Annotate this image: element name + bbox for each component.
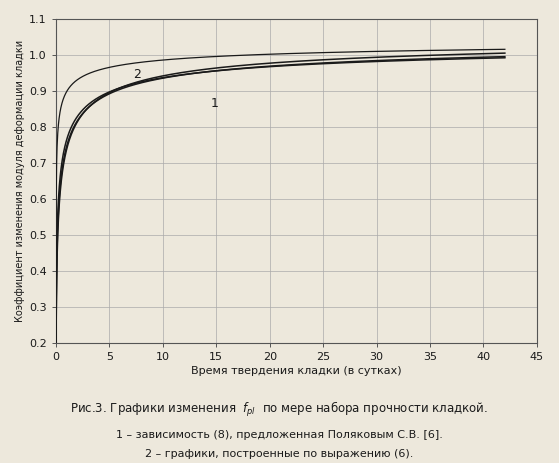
Text: 1: 1 <box>211 97 219 110</box>
Text: Рис.3. Графики изменения  $f_{pl}$  по мере набора прочности кладкой.: Рис.3. Графики изменения $f_{pl}$ по мер… <box>70 400 489 419</box>
Text: 2: 2 <box>133 69 141 81</box>
X-axis label: Время твердения кладки (в сутках): Время твердения кладки (в сутках) <box>191 366 402 376</box>
Text: 1 – зависимость (8), предложенная Поляковым С.В. [6].: 1 – зависимость (8), предложенная Поляко… <box>116 430 443 440</box>
Y-axis label: Коэффициент изменения модуля деформации кладки: Коэффициент изменения модуля деформации … <box>15 40 25 322</box>
Text: 2 – графики, построенные по выражению (6).: 2 – графики, построенные по выражению (6… <box>145 449 414 459</box>
